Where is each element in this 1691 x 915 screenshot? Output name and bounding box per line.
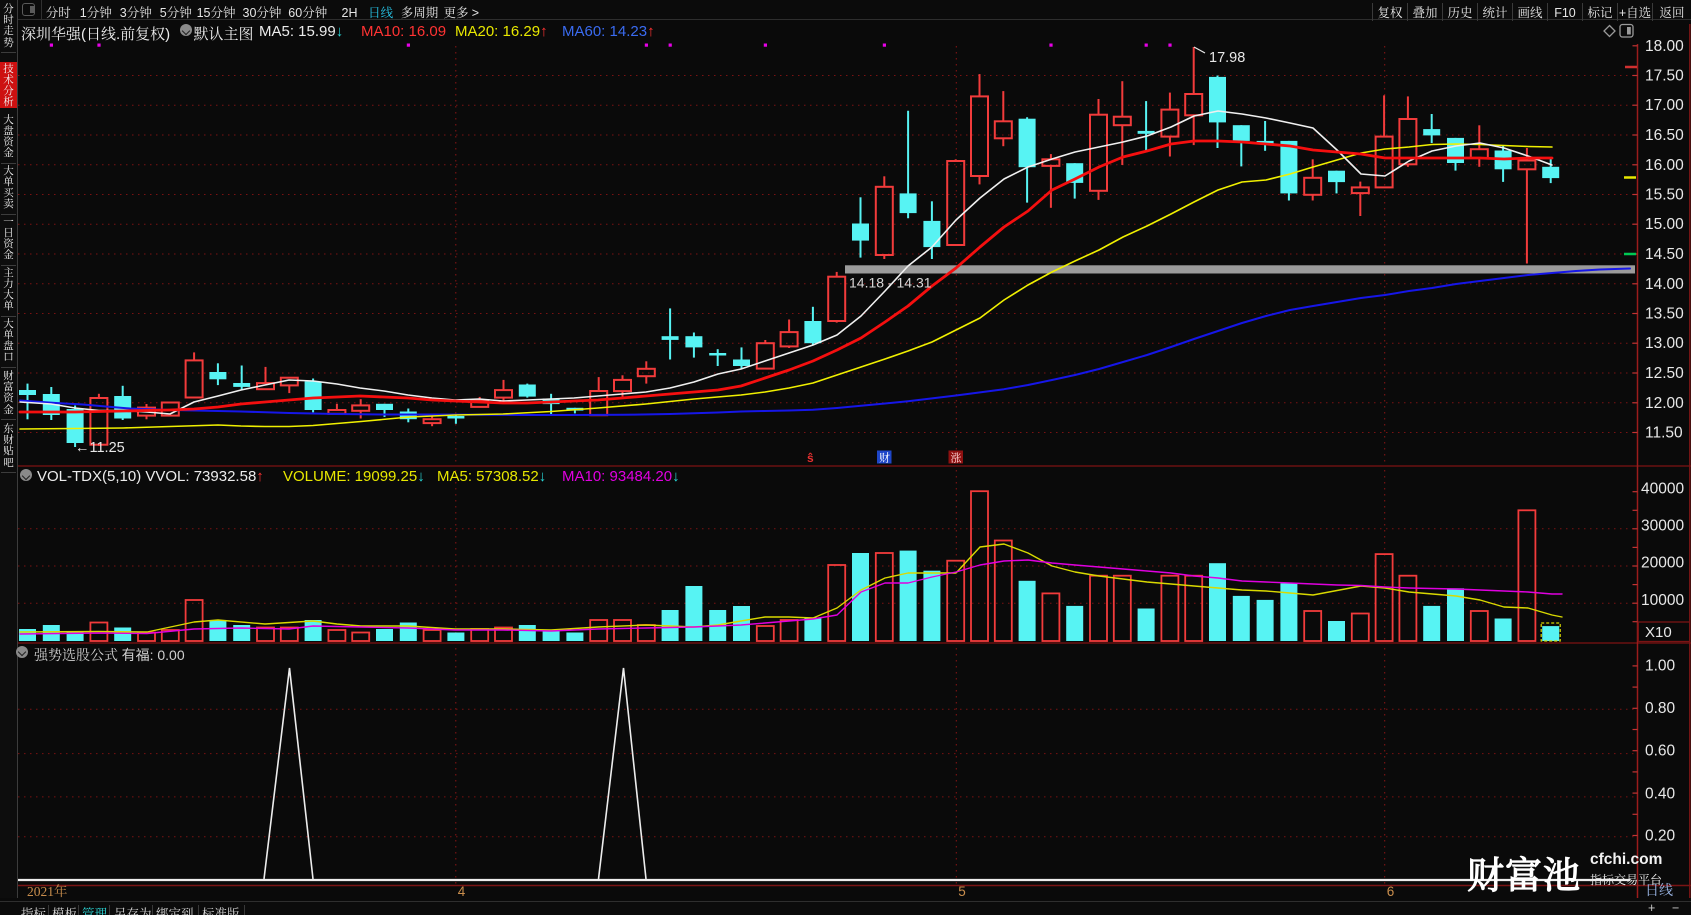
svg-text:17.00: 17.00 (1645, 97, 1684, 114)
svg-text:0.40: 0.40 (1645, 785, 1676, 802)
svg-text:日线: 日线 (1645, 880, 1673, 900)
svg-text:13.50: 13.50 (1645, 306, 1684, 323)
svg-text:X10: X10 (1645, 624, 1672, 641)
svg-text:20000: 20000 (1641, 554, 1684, 571)
svg-text:15.50: 15.50 (1645, 187, 1684, 204)
svg-text:17.98: 17.98 (1209, 50, 1245, 66)
svg-text:涨: 涨 (951, 450, 962, 466)
svg-text:0.20: 0.20 (1645, 827, 1676, 844)
svg-text:1.00: 1.00 (1645, 658, 1676, 675)
svg-text:5: 5 (958, 884, 966, 899)
svg-text:17.50: 17.50 (1645, 68, 1684, 85)
svg-text:16.50: 16.50 (1645, 127, 1684, 144)
svg-text:4: 4 (458, 884, 466, 899)
svg-text:0.80: 0.80 (1645, 700, 1676, 717)
svg-text:2021年: 2021年 (27, 880, 68, 900)
svg-text:16.00: 16.00 (1645, 157, 1684, 174)
svg-text:18.00: 18.00 (1645, 38, 1684, 55)
svg-text:14.18 - 14.31: 14.18 - 14.31 (849, 275, 932, 291)
svg-text:6: 6 (1387, 884, 1395, 899)
svg-text:ŝ: ŝ (807, 451, 814, 465)
svg-text:14.00: 14.00 (1645, 276, 1684, 293)
svg-text:11.50: 11.50 (1645, 425, 1683, 442)
svg-text:0.60: 0.60 (1645, 743, 1676, 760)
svg-text:13.00: 13.00 (1645, 335, 1684, 352)
svg-text:财: 财 (879, 450, 890, 466)
svg-text:10000: 10000 (1641, 592, 1684, 609)
svg-text:40000: 40000 (1641, 480, 1684, 497)
svg-text:12.00: 12.00 (1645, 395, 1684, 412)
svg-text:←11.25: ←11.25 (75, 440, 125, 456)
svg-text:15.00: 15.00 (1645, 216, 1684, 233)
svg-text:12.50: 12.50 (1645, 365, 1684, 382)
svg-text:14.50: 14.50 (1645, 246, 1684, 263)
svg-text:30000: 30000 (1641, 518, 1684, 535)
